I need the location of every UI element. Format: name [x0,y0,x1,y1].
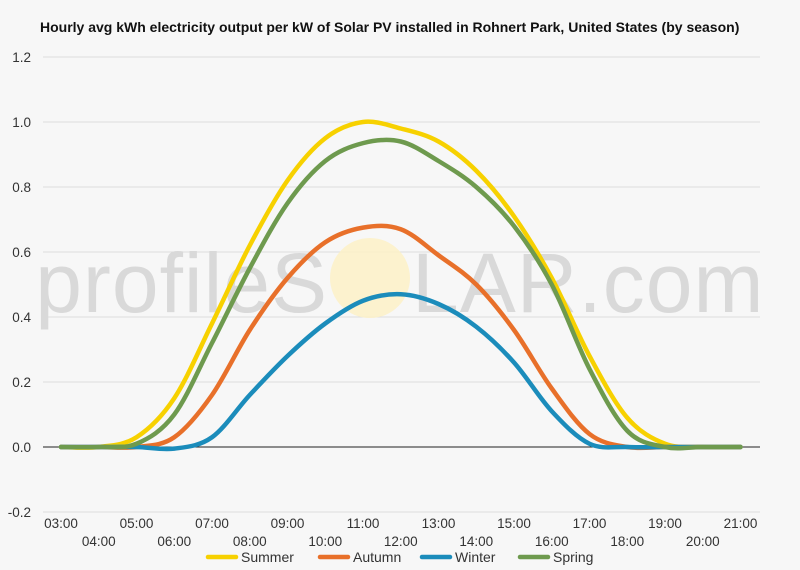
x-tick-label: 19:00 [648,516,682,531]
x-tick-label: 20:00 [686,534,720,549]
x-tick-label: 18:00 [610,534,644,549]
x-tick-label: 11:00 [347,516,380,531]
watermark: profileS LAR.com [35,236,764,330]
x-tick-label: 14:00 [459,534,493,549]
y-tick-label: 0.6 [12,245,31,260]
legend-label: Winter [455,549,496,565]
series-line-spring [58,137,743,451]
x-tick-label: 15:00 [497,516,531,531]
series-line-winter [58,291,743,452]
y-tick-label: 0.2 [12,375,31,390]
legend-item-spring: Spring [517,549,593,565]
x-tick-label: 07:00 [195,516,229,531]
legend-label: Autumn [353,549,401,565]
x-tick-label: 08:00 [233,534,267,549]
legend: Summer Autumn Winter Spring [205,549,593,565]
y-axis-tick-labels: -0.2 0.0 0.2 0.4 0.6 0.8 1.0 1.2 [8,50,32,520]
legend-label: Summer [241,549,294,565]
y-tick-label: 0.0 [12,440,31,455]
legend-item-summer: Summer [205,549,294,565]
x-tick-label: 03:00 [44,516,78,531]
x-tick-label: 17:00 [573,516,607,531]
series-line-summer [58,119,743,450]
y-tick-label: 0.4 [12,310,31,325]
y-tick-label: 1.0 [12,115,31,130]
x-tick-label: 05:00 [120,516,154,531]
y-tick-label: 0.8 [12,180,31,195]
x-tick-label: 21:00 [724,516,758,531]
x-tick-label: 13:00 [422,516,456,531]
chart-title: Hourly avg kWh electricity output per kW… [40,19,740,35]
watermark-text-left: profileS [35,236,328,330]
x-tick-label: 04:00 [82,534,116,549]
x-tick-label: 10:00 [308,534,342,549]
watermark-text-right: LAR.com [412,236,764,330]
legend-item-autumn: Autumn [317,549,401,565]
legend-label: Spring [553,549,593,565]
legend-item-winter: Winter [419,549,496,565]
gridlines [43,56,760,513]
x-tick-label: 09:00 [271,516,305,531]
series-lines [58,119,743,452]
x-tick-label: 12:00 [384,534,418,549]
watermark-sun-icon [330,238,410,318]
y-tick-label: -0.2 [8,505,31,520]
y-tick-label: 1.2 [12,50,31,65]
x-tick-label: 16:00 [535,534,569,549]
x-tick-label: 06:00 [157,534,191,549]
